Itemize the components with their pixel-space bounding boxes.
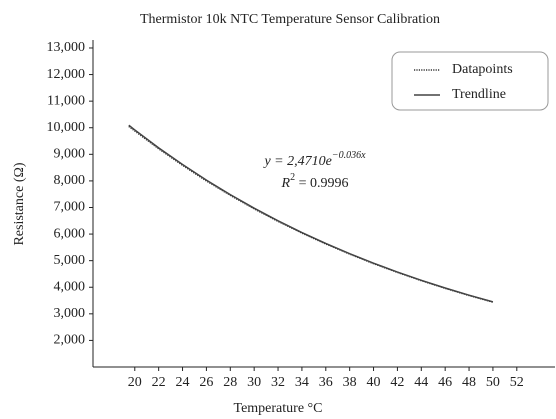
series-line [128, 125, 494, 303]
y-tick-label: 10,000 [47, 120, 86, 135]
legend-label: Datapoints [452, 62, 513, 77]
y-tick-label: 2,000 [54, 333, 86, 348]
y-tick-label: 3,000 [54, 306, 86, 321]
y-tick-label: 9,000 [54, 147, 86, 162]
legend-label: Trendline [452, 87, 506, 102]
r-squared-rest: = 0.9996 [295, 176, 348, 191]
x-tick-label: 36 [319, 375, 333, 390]
equation-base: y = 2,4710e [262, 154, 331, 169]
x-tick-label: 52 [510, 375, 524, 390]
y-tick-label: 4,000 [54, 279, 86, 294]
y-tick-label: 13,000 [47, 40, 86, 55]
equation: y = 2,4710e−0.036x [262, 150, 366, 169]
x-tick-label: 24 [176, 375, 190, 390]
x-tick-label: 26 [199, 375, 213, 390]
x-tick-label: 30 [247, 375, 261, 390]
r-squared-base: R [281, 176, 291, 191]
x-tick-label: 50 [486, 375, 500, 390]
y-tick-label: 6,000 [54, 226, 86, 241]
y-tick-label: 8,000 [54, 173, 86, 188]
series-line [128, 124, 494, 303]
x-tick-label: 46 [438, 375, 452, 390]
x-tick-label: 40 [367, 375, 381, 390]
y-tick-label: 12,000 [47, 67, 86, 82]
x-tick-label: 38 [343, 375, 357, 390]
x-tick-label: 34 [295, 375, 309, 390]
y-tick-label: 11,000 [47, 93, 85, 108]
y-tick-label: 7,000 [54, 200, 86, 215]
equation-exponent: −0.036x [332, 150, 366, 161]
chart-title: Thermistor 10k NTC Temperature Sensor Ca… [140, 12, 440, 27]
x-tick-label: 22 [152, 375, 166, 390]
r-squared-exponent: 2 [290, 172, 295, 183]
x-tick-label: 48 [462, 375, 476, 390]
x-axis-label: Temperature °C [234, 401, 323, 416]
r-squared: R2 = 0.9996 [281, 172, 349, 191]
x-tick-label: 32 [271, 375, 285, 390]
y-tick-label: 5,000 [54, 253, 86, 268]
y-axis-label: Resistance (Ω) [12, 162, 27, 245]
x-tick-label: 42 [390, 375, 404, 390]
x-tick-label: 28 [223, 375, 237, 390]
x-tick-label: 44 [414, 375, 428, 390]
x-tick-label: 20 [128, 375, 142, 390]
